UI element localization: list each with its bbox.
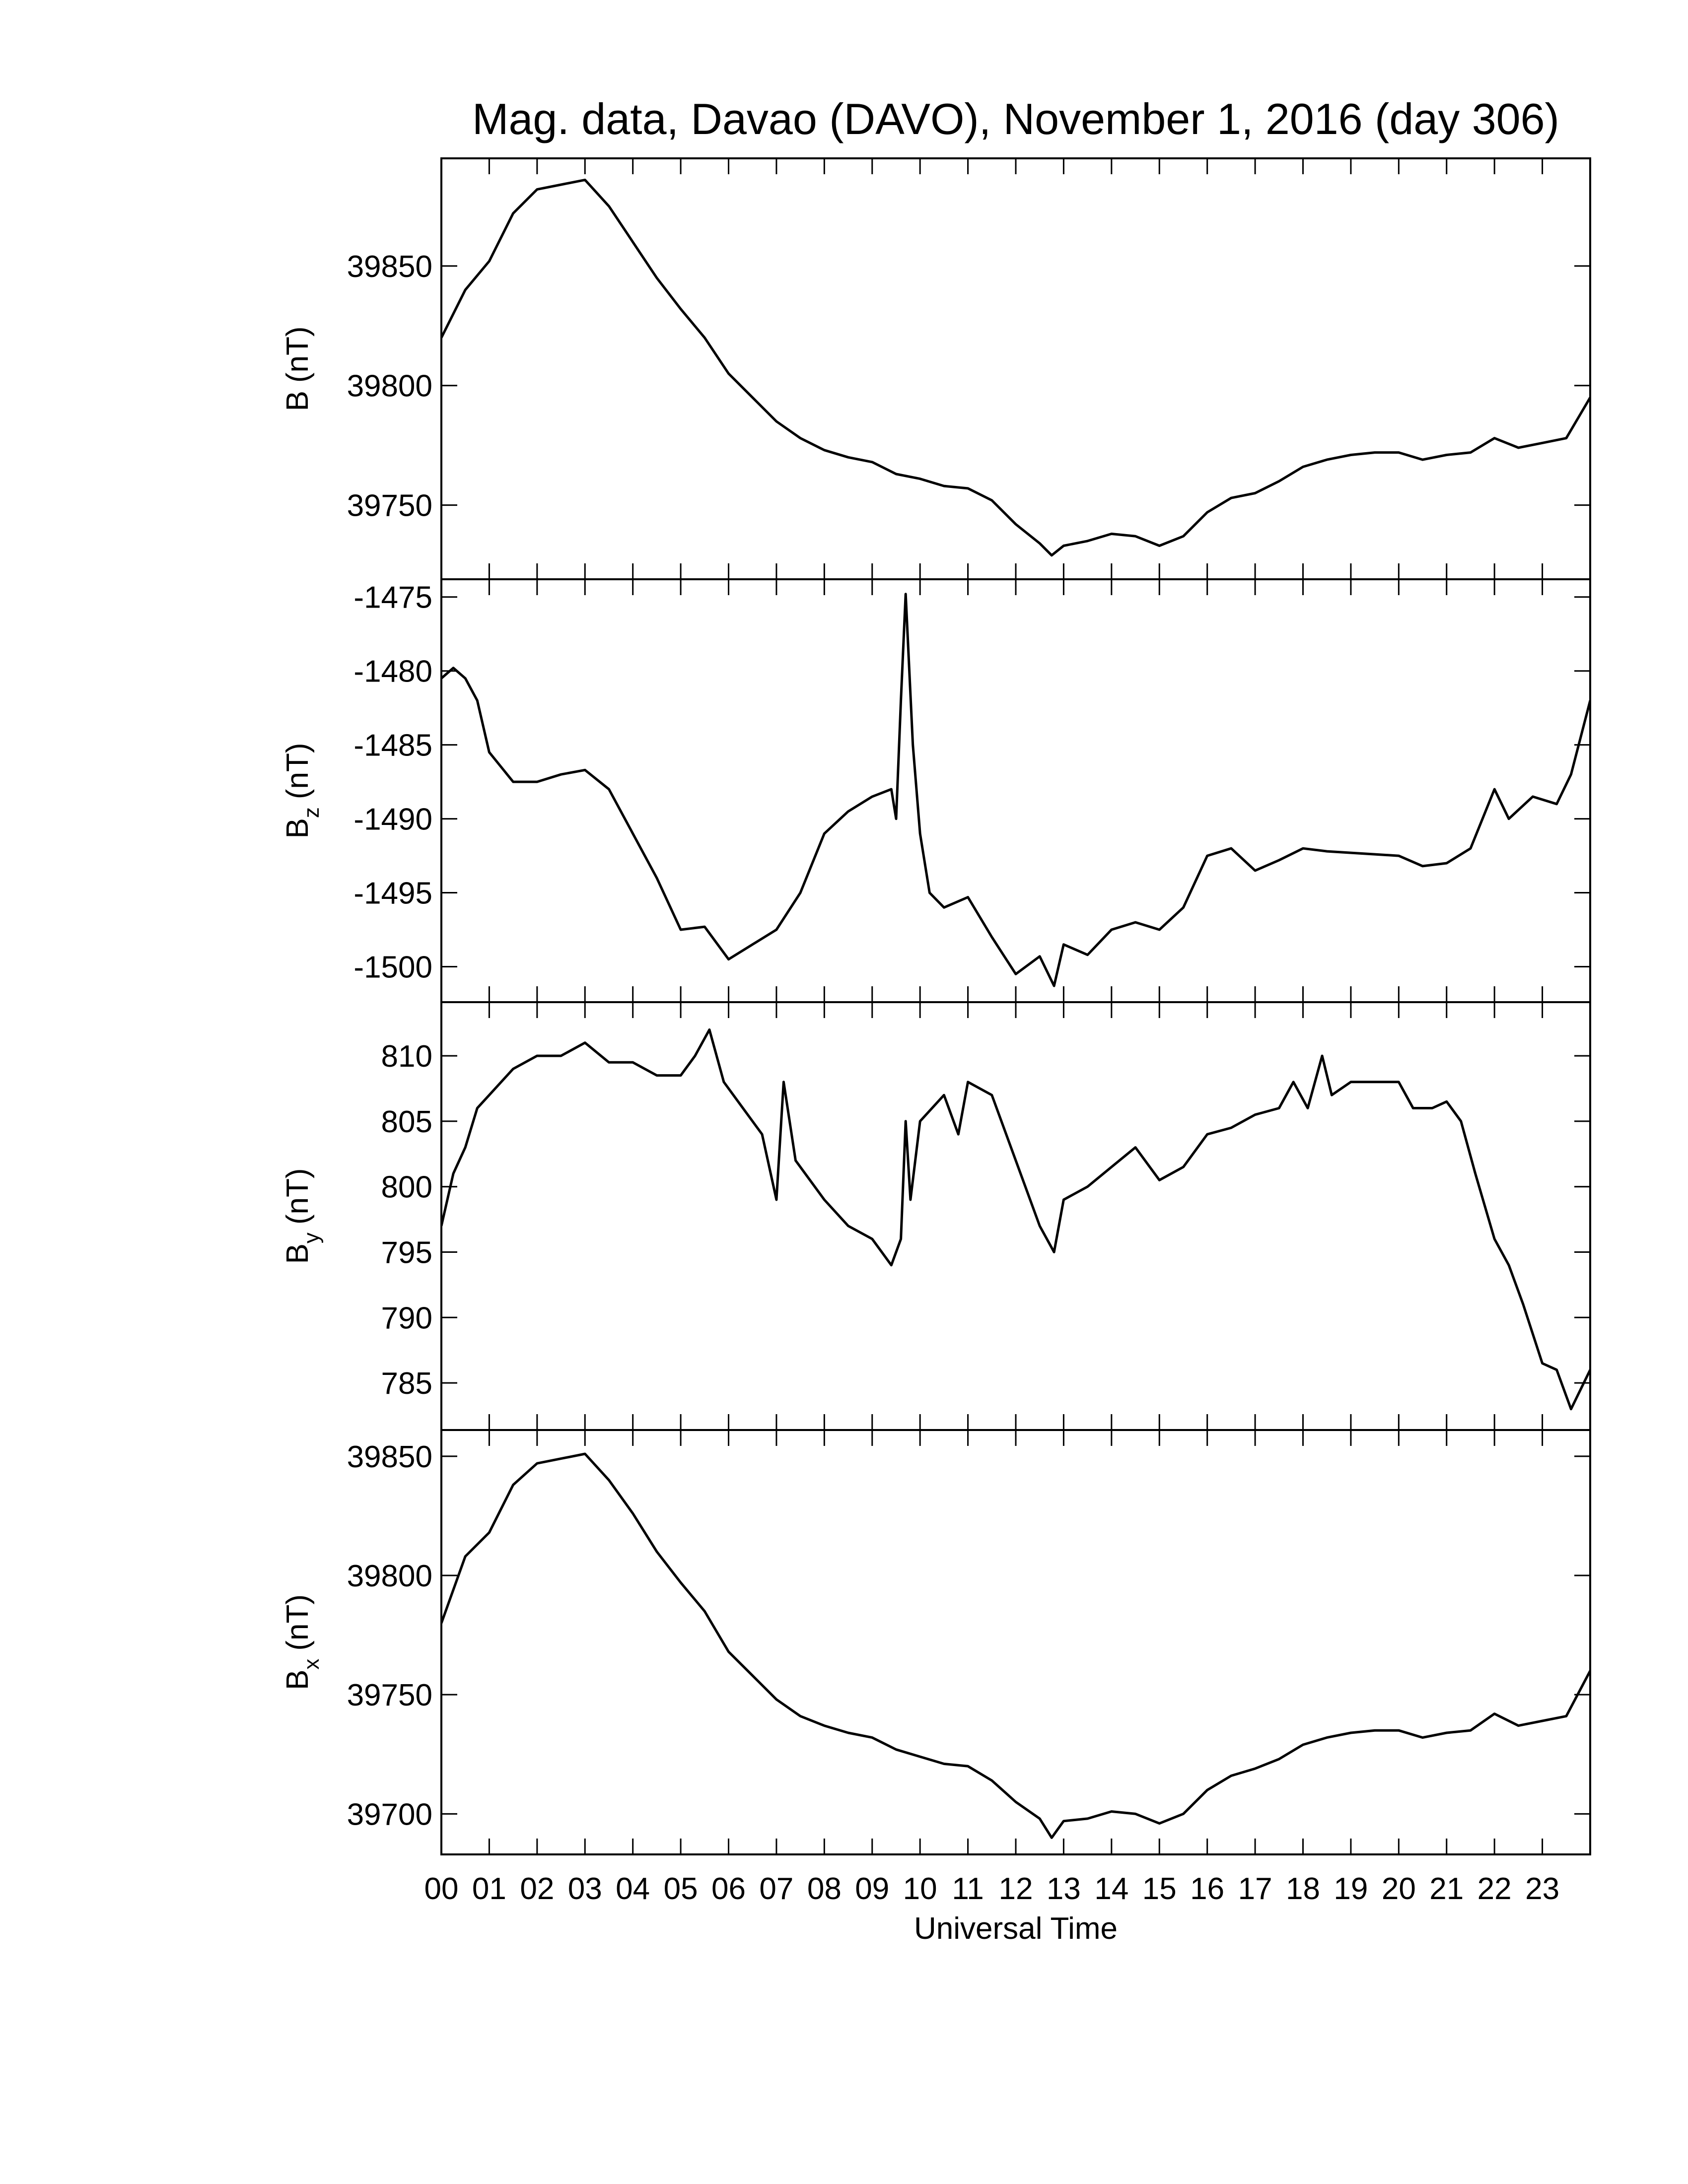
- y-label-symbol: B: [281, 391, 315, 411]
- y-tick-label: 790: [381, 1301, 432, 1335]
- plot-frame: [440, 1429, 1591, 1855]
- y-label-subscript: y: [299, 1232, 324, 1243]
- x-tick-label: 22: [1477, 1872, 1512, 1906]
- y-axis-label: B (nT): [281, 326, 315, 411]
- y-axis-label: Bz (nT): [281, 743, 324, 838]
- y-tick-label: 810: [381, 1039, 432, 1074]
- y-tick-label: 39700: [347, 1797, 432, 1832]
- x-tick-label: 21: [1429, 1872, 1464, 1906]
- y-tick-label: 800: [381, 1170, 432, 1205]
- y-label-unit: (nT): [281, 1594, 315, 1651]
- x-tick-label: 02: [520, 1872, 554, 1906]
- x-tick-label: 18: [1286, 1872, 1320, 1906]
- y-label-unit: (nT): [281, 1168, 315, 1225]
- y-tick-label: 785: [381, 1366, 432, 1401]
- x-axis-label: Universal Time: [914, 1911, 1118, 1946]
- data-line: [441, 593, 1590, 987]
- y-tick-label: 795: [381, 1235, 432, 1270]
- y-tick-label: 39850: [347, 1440, 432, 1474]
- x-tick-label: 07: [759, 1872, 793, 1906]
- y-tick-label: 805: [381, 1105, 432, 1139]
- x-tick-label: 15: [1142, 1872, 1177, 1906]
- y-tick-label: -1485: [353, 729, 432, 763]
- x-tick-label: 19: [1334, 1872, 1368, 1906]
- y-axis-label: Bx (nT): [281, 1594, 324, 1690]
- data-line: [441, 1028, 1590, 1411]
- x-tick-label: 14: [1094, 1872, 1128, 1906]
- chart-title: Mag. data, Davao (DAVO), November 1, 201…: [472, 94, 1559, 143]
- x-tick-label: 09: [855, 1872, 889, 1906]
- y-tick-label: 39750: [347, 489, 432, 523]
- x-tick-label: 03: [568, 1872, 602, 1906]
- x-tick-label: 11: [952, 1872, 984, 1906]
- y-label-symbol: B: [281, 818, 315, 838]
- x-tick-label: 20: [1382, 1872, 1416, 1906]
- y-tick-label: -1495: [353, 877, 432, 911]
- x-tick-label: 10: [903, 1872, 937, 1906]
- y-label-unit: (nT): [281, 743, 315, 799]
- x-tick-label: 23: [1525, 1872, 1559, 1906]
- y-tick-label: -1480: [353, 655, 432, 689]
- y-tick-label: 39800: [347, 369, 432, 404]
- data-line: [441, 178, 1590, 557]
- y-tick-label: 39850: [347, 250, 432, 284]
- y-axis-label: By (nT): [281, 1168, 324, 1264]
- x-tick-label: 13: [1047, 1872, 1081, 1906]
- y-label-subscript: x: [299, 1659, 324, 1670]
- x-tick-label: 08: [807, 1872, 842, 1906]
- x-tick-label: 00: [424, 1872, 459, 1906]
- x-tick-label: 01: [472, 1872, 506, 1906]
- x-tick-label: 12: [999, 1872, 1033, 1906]
- y-label-subscript: z: [299, 807, 324, 818]
- y-tick-label: -1490: [353, 803, 432, 837]
- x-tick-label: 06: [711, 1872, 746, 1906]
- y-tick-label: 39750: [347, 1678, 432, 1712]
- y-tick-label: 39800: [347, 1559, 432, 1593]
- x-tick-label: 17: [1238, 1872, 1272, 1906]
- y-label-symbol: B: [281, 1670, 315, 1690]
- x-tick-label: 16: [1190, 1872, 1224, 1906]
- y-tick-label: -1475: [353, 581, 432, 615]
- x-tick-label: 04: [616, 1872, 650, 1906]
- y-label-symbol: B: [281, 1243, 315, 1264]
- data-line: [441, 1452, 1590, 1839]
- x-tick-label: 05: [664, 1872, 698, 1906]
- y-tick-label: -1500: [353, 951, 432, 985]
- y-label-unit: (nT): [281, 326, 315, 383]
